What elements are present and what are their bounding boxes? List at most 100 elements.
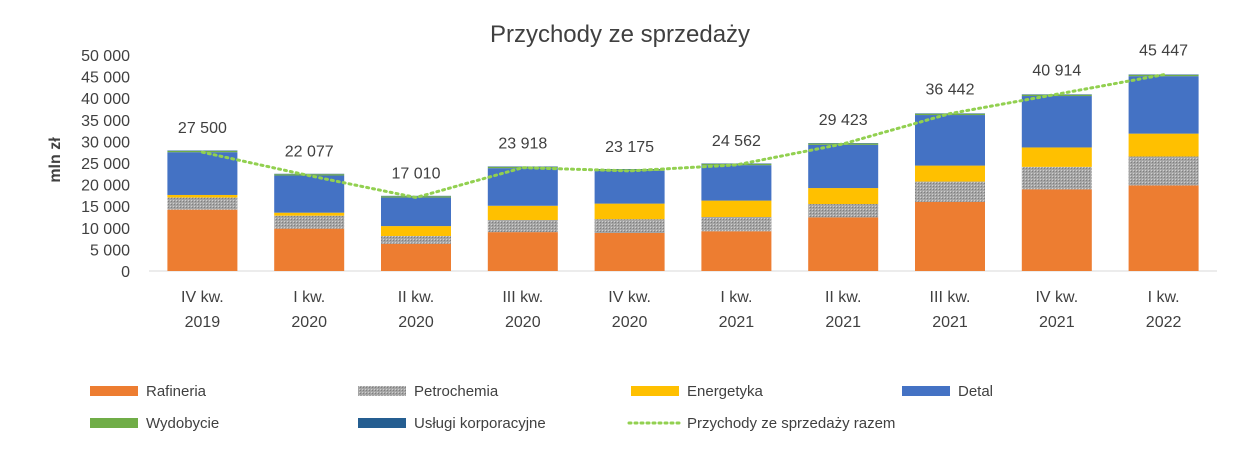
legend-swatch — [902, 386, 950, 396]
total-data-label: 29 423 — [819, 112, 868, 129]
x-tick-label: IV kw. — [608, 289, 651, 306]
legend-label: Rafineria — [146, 383, 207, 400]
bar-segment — [915, 202, 985, 271]
bar-segment — [381, 198, 451, 227]
bar-segment — [488, 232, 558, 271]
x-tick-label: 2019 — [185, 314, 221, 331]
bar-segment — [167, 210, 237, 271]
total-revenue-line — [202, 75, 1163, 198]
x-tick-labels: IV kw. 2019 I kw. 2020 II kw. 2020 III kw. 2020… — [181, 289, 1181, 331]
bar-segment — [1022, 189, 1092, 271]
y-tick-label: 0 — [121, 264, 130, 281]
x-tick-label: III kw. — [930, 289, 971, 306]
bar-segment — [701, 165, 771, 200]
legend-swatch — [358, 386, 406, 396]
bar-segment — [1022, 167, 1092, 189]
bar-segment — [1129, 185, 1199, 271]
bar-segment — [808, 217, 878, 271]
legend: Rafineria Petrochemia Energetyka Detal Wydob… — [90, 383, 993, 432]
bar-segment — [808, 204, 878, 217]
x-tick-label: II kw. — [398, 289, 434, 306]
bar-segment — [595, 219, 665, 233]
bar-segment — [701, 217, 771, 231]
total-data-label: 24 562 — [712, 133, 761, 150]
total-data-label: 23 918 — [498, 136, 547, 153]
x-tick-label: 2021 — [1039, 314, 1075, 331]
bar-segment — [1129, 76, 1199, 133]
legend-label: Energetyka — [687, 383, 764, 400]
y-tick-label: 30 000 — [81, 134, 130, 151]
legend-label: Detal — [958, 383, 993, 400]
y-tick-label: 45 000 — [81, 70, 130, 87]
bar-segment — [915, 115, 985, 166]
legend-label: Usługi korporacyjne — [414, 415, 546, 432]
bar-segment — [595, 233, 665, 271]
legend-swatch — [631, 386, 679, 396]
legend-swatch — [90, 418, 138, 428]
bar-segment — [915, 166, 985, 182]
x-tick-label: 2020 — [505, 314, 541, 331]
bar-segment — [701, 201, 771, 217]
y-ticks: 0 5 000 10 000 15 000 20 000 25 000 30 000 35 0… — [81, 48, 130, 281]
bar-segment — [808, 145, 878, 188]
bar-segment — [1022, 96, 1092, 147]
y-tick-label: 5 000 — [90, 242, 130, 259]
legend-label: Petrochemia — [414, 383, 499, 400]
x-tick-label: 2020 — [398, 314, 434, 331]
y-tick-label: 25 000 — [81, 156, 130, 173]
legend-swatch — [358, 418, 406, 428]
legend-swatch — [90, 386, 138, 396]
bar-segment — [488, 220, 558, 232]
y-tick-label: 40 000 — [81, 91, 130, 108]
bar-segment — [274, 213, 344, 216]
y-tick-label: 20 000 — [81, 178, 130, 195]
total-data-label: 45 447 — [1139, 43, 1188, 60]
bar-segment — [167, 195, 237, 198]
total-data-label: 27 500 — [178, 120, 227, 137]
bar-segment — [274, 229, 344, 271]
bar-segment — [274, 216, 344, 229]
x-tick-label: 2021 — [825, 314, 861, 331]
x-tick-label: IV kw. — [1035, 289, 1078, 306]
bar-segment — [488, 168, 558, 206]
bar-segment — [381, 244, 451, 271]
bars — [167, 74, 1198, 271]
bar-segment — [808, 144, 878, 145]
y-tick-label: 50 000 — [81, 48, 130, 65]
total-data-label: 40 914 — [1032, 62, 1081, 79]
x-tick-label: 2020 — [612, 314, 648, 331]
x-tick-label: 2020 — [291, 314, 327, 331]
bar-segment — [381, 236, 451, 244]
bar-segment — [595, 204, 665, 220]
total-data-label: 17 010 — [392, 166, 441, 183]
y-tick-label: 15 000 — [81, 199, 130, 216]
legend-label: Wydobycie — [146, 415, 219, 432]
chart-title: Przychody ze sprzedaży — [490, 21, 750, 48]
y-tick-label: 10 000 — [81, 221, 130, 238]
bar-segment — [1022, 147, 1092, 166]
x-tick-label: 2021 — [932, 314, 968, 331]
total-data-label: 36 442 — [926, 82, 975, 99]
x-tick-label: I kw. — [720, 289, 752, 306]
bar-segment — [167, 198, 237, 210]
x-tick-label: I kw. — [1148, 289, 1180, 306]
y-tick-label: 35 000 — [81, 113, 130, 130]
bar-segment — [381, 226, 451, 236]
x-tick-label: III kw. — [502, 289, 543, 306]
x-tick-label: IV kw. — [181, 289, 224, 306]
x-tick-label: 2021 — [719, 314, 755, 331]
x-tick-label: II kw. — [825, 289, 861, 306]
total-data-label: 22 077 — [285, 144, 334, 161]
bar-segment — [595, 171, 665, 204]
y-axis-label: mln zł — [47, 137, 64, 183]
bar-segment — [808, 188, 878, 204]
bar-segment — [1129, 134, 1199, 157]
bar-segment — [488, 206, 558, 220]
legend-label: Przychody ze sprzedaży razem — [687, 415, 895, 432]
bar-segment — [1129, 157, 1199, 186]
total-data-label: 23 175 — [605, 139, 654, 156]
bar-segment — [701, 231, 771, 271]
x-tick-label: I kw. — [293, 289, 325, 306]
